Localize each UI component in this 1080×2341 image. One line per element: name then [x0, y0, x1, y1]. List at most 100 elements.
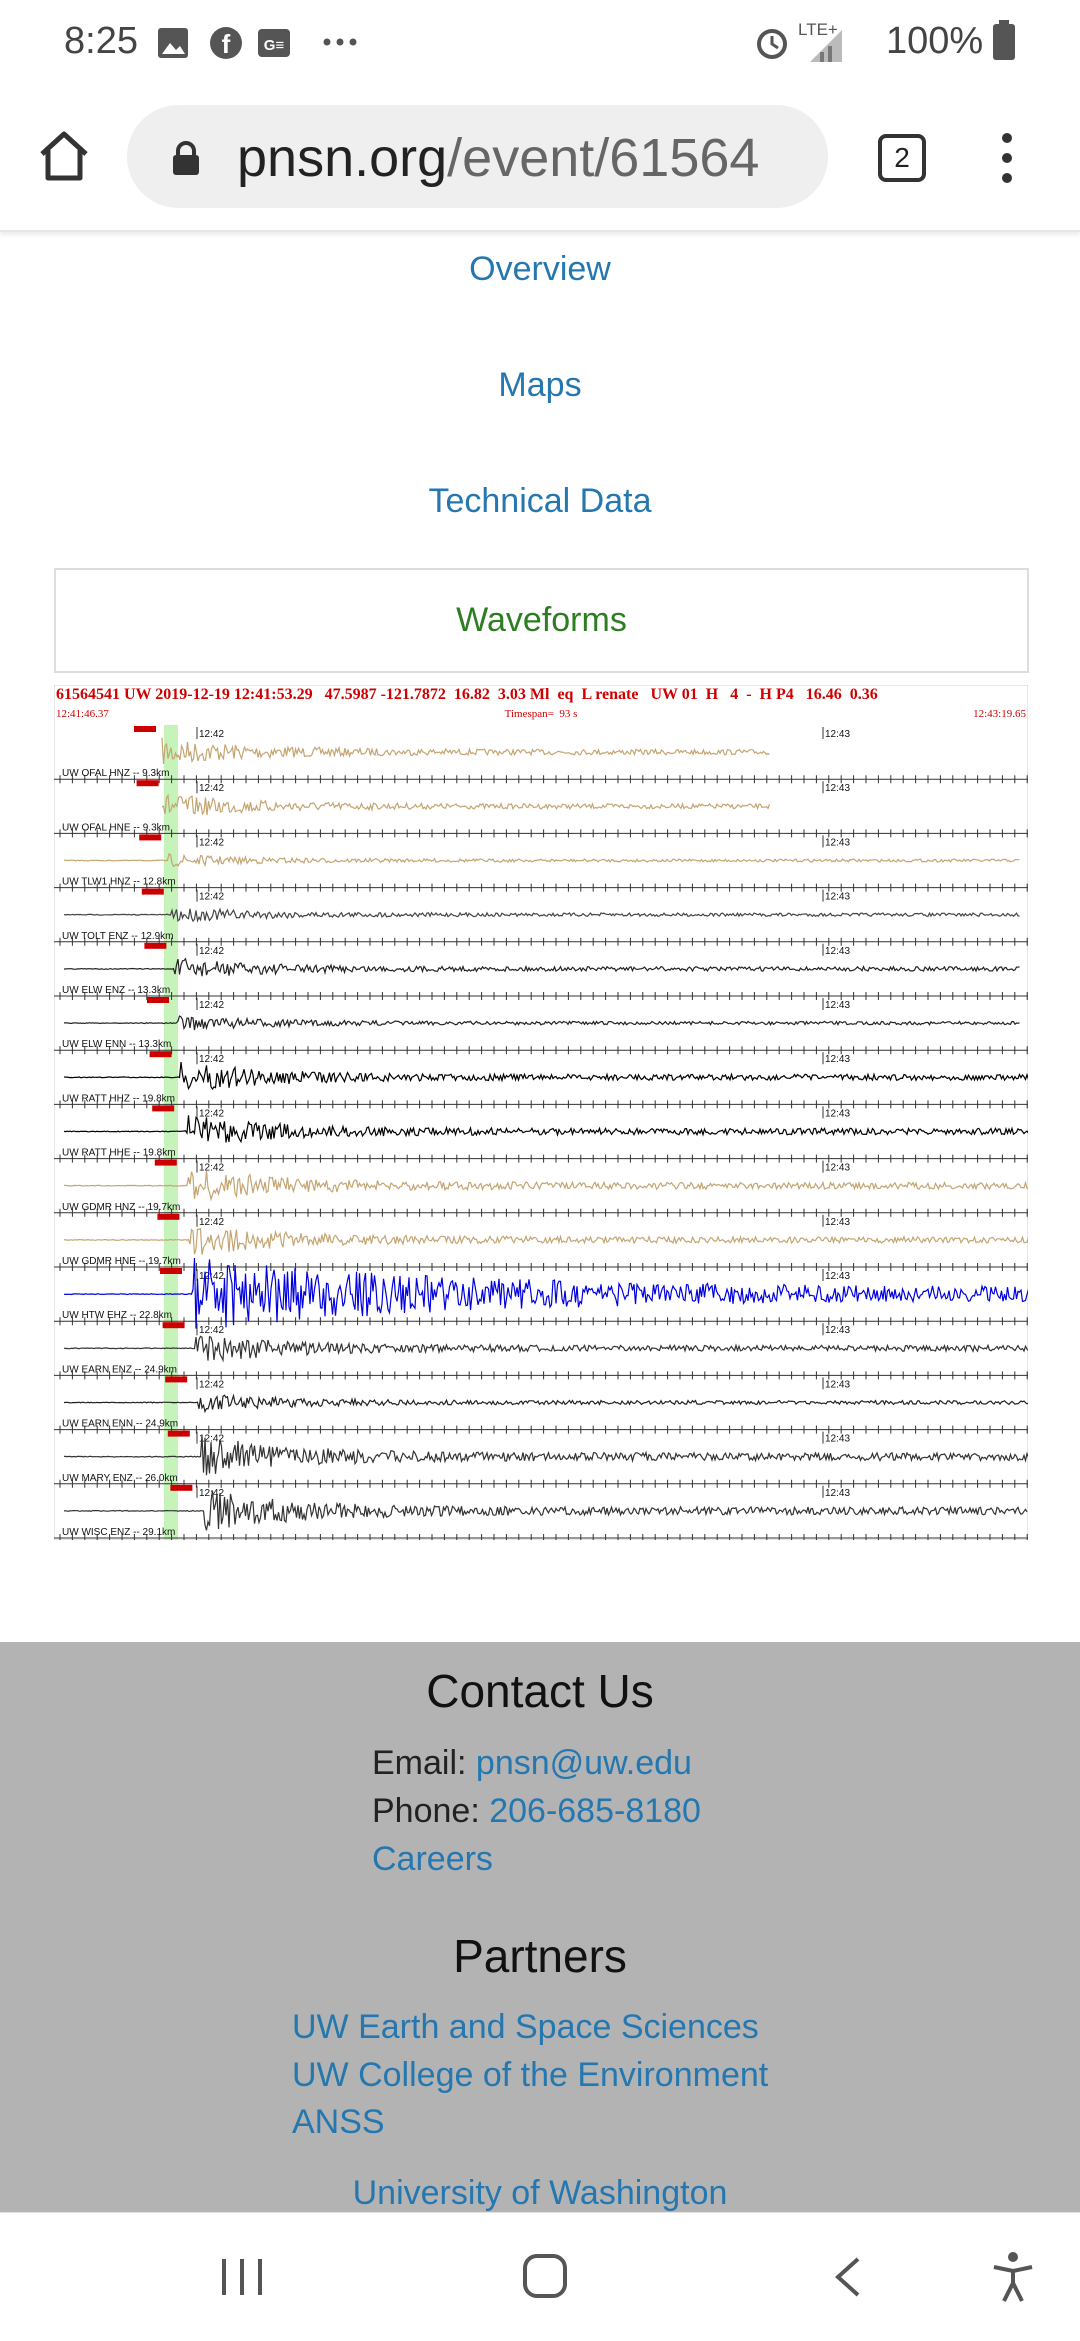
time-mark: 12:42 — [199, 1379, 224, 1390]
row-axis — [54, 1534, 1028, 1540]
station-label: UW GDMR HNZ -- 19.7km — [62, 1202, 180, 1213]
time-mark: 12:43 — [825, 1054, 850, 1065]
time-mark: 12:42 — [199, 946, 224, 957]
station-label: UW MARY ENZ -- 26.0km — [62, 1473, 178, 1484]
pick-marker — [160, 1268, 182, 1274]
pick-marker — [147, 997, 169, 1003]
home-nav-button[interactable] — [522, 2253, 568, 2299]
station-label: UW HTW EHZ -- 22.8km — [62, 1310, 172, 1321]
pick-marker — [139, 834, 162, 841]
time-mark: 12:43 — [825, 1488, 850, 1499]
svg-text:G≡: G≡ — [264, 37, 285, 54]
row-axis — [54, 1479, 1028, 1488]
seismogram — [63, 1062, 1028, 1091]
time-mark: 12:42 — [199, 1108, 224, 1119]
status-bar: 8:25 f G≡ LTE+ 100% — [0, 0, 1080, 84]
row-axis — [54, 992, 1028, 1000]
university-link[interactable]: University of Washington — [352, 2174, 728, 2212]
careers-link[interactable]: Careers — [372, 1840, 493, 1878]
time-mark: 12:43 — [825, 1163, 850, 1174]
end-time: 12:43:19.65 — [973, 708, 1026, 720]
email-label: Email: — [372, 1744, 467, 1782]
time-mark: 12:42 — [199, 1434, 224, 1445]
seismogram — [63, 1393, 1028, 1414]
start-time: 12:41:46.37 — [56, 708, 109, 720]
email-link[interactable]: pnsn@uw.edu — [475, 1744, 692, 1782]
station-label: UW EARN ENN -- 24.9km — [62, 1419, 178, 1430]
seismogram — [63, 1227, 1028, 1255]
time-mark: 12:43 — [825, 837, 850, 848]
row-axis — [54, 1425, 1028, 1434]
station-label: UW OFAL HNZ -- 9.3km — [62, 768, 169, 779]
row-axis — [54, 1208, 1028, 1217]
contact-title: Contact Us — [426, 1665, 654, 1717]
url-path: /event/61564 — [447, 128, 760, 188]
time-mark: 12:42 — [199, 783, 224, 794]
phone-line: Phone: 206-685-8180 — [372, 1787, 701, 1835]
time-mark: 12:42 — [199, 1217, 224, 1228]
station-label: UW GDMR HNE -- 19.7km — [62, 1256, 181, 1267]
url-domain: pnsn.org — [237, 128, 448, 188]
nav-link[interactable]: Technical Data — [428, 482, 652, 520]
network-type: LTE+ — [798, 20, 838, 39]
nav-link[interactable]: Maps — [498, 366, 582, 404]
footer: Contact Us Email: pnsn@uw.edu Phone: 206… — [0, 1642, 1080, 2212]
notification-icons: f G≡ — [158, 27, 357, 59]
browser-toolbar: pnsn.org/event/61564 2 — [0, 84, 1080, 232]
time-mark: 12:43 — [825, 892, 850, 903]
seismogram — [63, 1115, 1028, 1144]
station-label: UW OFAL HNE -- 9.3km — [62, 822, 170, 833]
row-axis — [54, 1371, 1028, 1380]
row-axis — [54, 1317, 1028, 1326]
time-mark: 12:43 — [825, 1000, 850, 1011]
email-line: Email: pnsn@uw.edu — [372, 1739, 692, 1787]
row-axis — [54, 883, 1028, 892]
tab-count[interactable]: 2 — [878, 134, 926, 182]
time-mark: 12:43 — [825, 1271, 850, 1282]
time-mark: 12:43 — [825, 729, 850, 740]
seismogram — [63, 1335, 1028, 1363]
time-mark: 12:43 — [825, 1379, 850, 1390]
svg-text:f: f — [222, 29, 231, 59]
pick-marker — [167, 1430, 190, 1437]
pick-marker — [170, 1484, 193, 1491]
recents-button[interactable] — [220, 2257, 266, 2297]
pick-marker — [136, 780, 159, 787]
menu-button[interactable] — [995, 130, 1019, 186]
system-nav-bar — [0, 2212, 1080, 2341]
row-axis — [54, 1263, 1028, 1271]
pick-marker — [134, 726, 156, 732]
time-mark: 12:42 — [199, 1163, 224, 1174]
p-window — [164, 725, 178, 1540]
pick-marker — [157, 1213, 180, 1220]
pick-marker — [162, 1322, 185, 1329]
pick-marker — [141, 888, 164, 895]
back-button[interactable] — [830, 2255, 864, 2299]
nav-tab-active[interactable]: Waveforms — [54, 568, 1029, 673]
seismogram — [63, 907, 1020, 923]
pick-marker — [149, 1051, 172, 1058]
nav-link[interactable]: Overview — [469, 250, 611, 288]
station-label: UW RATT HHE -- 19.8km — [62, 1148, 176, 1159]
seismogram — [63, 1434, 1028, 1476]
address-bar[interactable]: pnsn.org/event/61564 — [127, 105, 828, 208]
pick-marker — [154, 1159, 177, 1166]
station-label: UW WISC ENZ -- 29.1km — [62, 1527, 175, 1538]
partners-title: Partners — [453, 1930, 627, 1982]
row-axis — [54, 775, 1028, 784]
phone-link[interactable]: 206-685-8180 — [489, 1792, 701, 1830]
station-label: UW ELW ENN -- 13.3km — [62, 1039, 171, 1050]
partner-link[interactable]: UW Earth and Space Sciences — [292, 2008, 759, 2046]
time-mark: 12:43 — [825, 1434, 850, 1445]
battery-level: 100% — [886, 20, 984, 62]
pick-marker — [165, 1376, 188, 1383]
battery-icon — [993, 20, 1015, 60]
partner-link[interactable]: ANSS — [292, 2103, 385, 2141]
time-mark: 12:42 — [199, 1054, 224, 1065]
seismogram — [64, 957, 1020, 977]
partner-link[interactable]: UW College of the Environment — [292, 2056, 769, 2094]
accessibility-button[interactable] — [990, 2251, 1036, 2303]
timespan: Timespan= 93 s — [505, 708, 578, 720]
alarm-signal-icons — [757, 29, 842, 62]
home-button[interactable] — [36, 128, 92, 184]
